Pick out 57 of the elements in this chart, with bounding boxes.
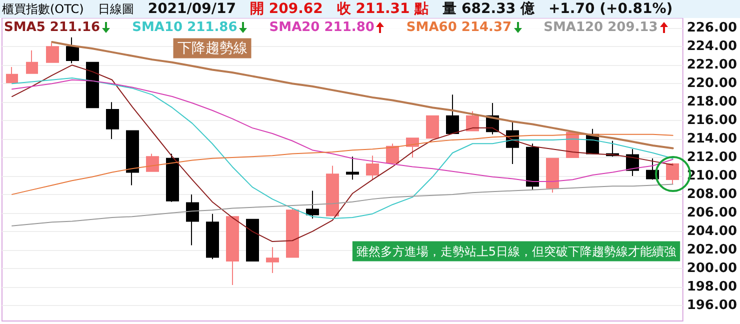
candlestick	[546, 158, 559, 194]
candlestick	[526, 143, 539, 190]
candlestick	[386, 143, 399, 164]
candlestick	[246, 218, 259, 262]
text: 收 211.31 點	[336, 0, 429, 18]
y-tick-label: 202.00	[686, 242, 738, 258]
text: SMA10 211.86	[132, 20, 238, 35]
text: 量 682.33 億	[442, 0, 534, 18]
candlestick	[6, 66, 18, 84]
text: 2021/09/17	[148, 1, 236, 17]
y-tick-label: 212.00	[686, 150, 738, 165]
candlestick	[186, 194, 199, 246]
text: SMA120 209.13	[544, 20, 659, 35]
candlestick	[146, 153, 159, 172]
y-tick-label: 226.00	[686, 20, 738, 36]
y-tick-label: 204.00	[686, 224, 738, 239]
y-tick-label: 206.00	[686, 205, 738, 220]
candlestick	[466, 110, 479, 132]
candlestick	[266, 246, 279, 274]
text: +1.70 (+0.81%)	[548, 1, 673, 17]
candlestick	[426, 115, 439, 139]
candlestick	[326, 165, 339, 216]
candlestick	[126, 130, 139, 186]
candlestick	[346, 156, 359, 180]
text: SMA60 214.37	[406, 20, 513, 35]
text: SMA5 211.16	[4, 20, 102, 35]
candlestick	[366, 155, 379, 180]
candlestick	[226, 216, 239, 286]
chart-title: 櫃買指數(OTC)	[2, 0, 84, 18]
y-tick-label: 220.00	[686, 76, 738, 92]
candlestick	[166, 153, 179, 202]
y-tick-label: 214.00	[686, 132, 738, 147]
y-tick-label: 224.00	[686, 39, 738, 54]
chart-subtitle: 日線圖	[98, 0, 134, 18]
y-tick-label: 218.00	[686, 94, 738, 110]
candlestick	[26, 50, 38, 74]
y-tick-label: 200.00	[686, 260, 738, 276]
text: 開 209.62	[250, 0, 323, 18]
candlestick	[86, 62, 99, 108]
candlestick	[106, 102, 119, 140]
candlestick	[666, 162, 679, 185]
y-tick-label: 196.00	[686, 298, 738, 313]
y-tick-label: 208.00	[686, 186, 738, 202]
candlestick	[446, 94, 459, 134]
y-tick-label: 198.00	[686, 279, 738, 294]
annotation: 雖然多方進場，走勢站上5日線，但突破下降趨勢線才能續強	[356, 244, 676, 258]
candlestick	[306, 190, 319, 219]
line-series	[12, 134, 674, 195]
series-label: 下降趨勢線	[177, 40, 248, 56]
candlestick	[206, 213, 219, 260]
candlestick	[46, 42, 59, 63]
y-tick-label: 216.00	[686, 113, 738, 128]
candlestick	[66, 36, 79, 64]
candlestick	[286, 208, 299, 258]
text: SMA20 211.80	[269, 20, 376, 35]
y-tick-label: 222.00	[686, 58, 738, 73]
line-series	[51, 41, 674, 150]
